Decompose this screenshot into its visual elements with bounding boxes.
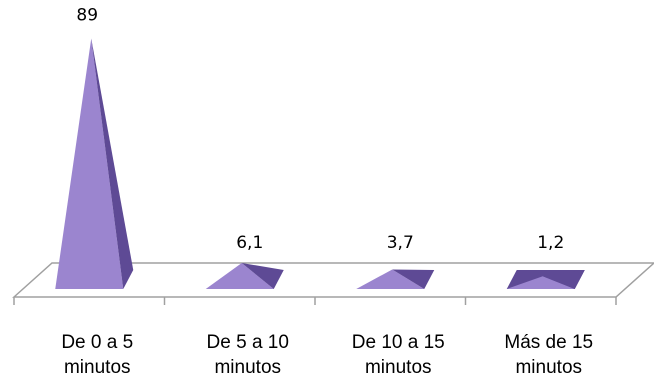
pyramid-marks [55,38,585,289]
x-axis-label: De 5 a 10 minutos [206,332,289,378]
pyramid-bar [205,262,284,289]
pyramid-side-face [241,262,284,289]
pyramid-bar [356,269,435,289]
data-label: 6,1 [236,233,263,253]
pyramid-bar [506,270,585,289]
x-axis-ticks [13,297,617,305]
x-axis-label: De 10 a 15 minutos [351,332,445,378]
x-axis-label: Más de 15 minutos [504,332,594,378]
chart-floor-plane [12,262,654,298]
pyramid-bar [55,38,134,289]
pyramid-side-face [91,38,134,289]
pyramid-side-face [542,270,585,289]
pyramid-side-face [392,269,435,289]
x-axis-label: De 0 a 5 minutos [61,332,134,378]
data-labels: 89 6,1 3,7 1,2 [76,6,564,254]
pyramid-front-face [356,269,425,289]
data-label: 1,2 [537,233,564,253]
data-label: 3,7 [387,233,414,253]
chart-floor [12,262,654,298]
pyramid-front-face [55,38,124,289]
pyramid-front-face [205,262,274,289]
data-label: 89 [76,6,98,26]
pyramid-front-face [506,276,575,289]
